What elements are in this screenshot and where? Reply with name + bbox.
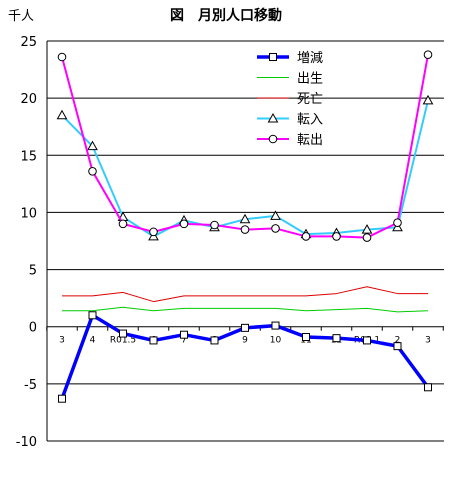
data-point-circle (149, 227, 158, 237)
series-line (62, 306, 429, 313)
x-tick-label: R01.5 (110, 336, 136, 346)
y-tick-label: 15 (20, 149, 37, 164)
series-4 (56, 94, 434, 241)
data-point-circle (179, 219, 189, 229)
data-point-square (180, 330, 188, 339)
data-point-circle (118, 219, 128, 229)
series-2 (62, 306, 429, 313)
data-point-triangle (56, 109, 68, 120)
legend-label: 出生 (297, 72, 323, 87)
data-point-triangle (239, 213, 251, 224)
series-line (61, 54, 429, 239)
legend-label: 転入 (297, 113, 323, 128)
data-point-square (302, 333, 310, 341)
y-tick-label: 0 (29, 321, 37, 336)
data-point-triangle (270, 210, 281, 220)
x-tick-label: 3 (425, 336, 431, 346)
x-tick-label: 9 (242, 336, 248, 346)
legend-label: 増減 (297, 50, 323, 66)
data-point-square (332, 334, 341, 343)
legend-label: 死亡 (297, 92, 323, 107)
data-point-circle (240, 225, 250, 234)
series-3 (62, 286, 428, 303)
legend-marker-triangle (267, 112, 279, 123)
x-tick-label: 3 (59, 336, 65, 346)
legend-marker-circle (268, 134, 278, 144)
y-tick-label: 20 (20, 92, 37, 107)
x-tick-label: 4 (90, 336, 96, 346)
legend-item: 死亡 (257, 92, 323, 107)
legend-item: 転出 (257, 133, 323, 148)
legend-label: 転出 (297, 133, 323, 148)
data-point-circle (393, 218, 402, 228)
data-point-circle (423, 50, 433, 60)
data-point-circle (362, 233, 372, 242)
data-point-square (58, 394, 66, 403)
y-tick-label: -5 (24, 378, 37, 393)
data-point-circle (88, 166, 97, 176)
data-point-square (271, 321, 280, 330)
legend-item: 出生 (257, 72, 323, 87)
data-point-circle (57, 52, 67, 62)
legend-item: 転入 (257, 113, 323, 128)
data-point-circle (271, 224, 280, 233)
data-point-triangle (361, 224, 373, 234)
data-point-circle (332, 232, 341, 241)
y-tick-label: -10 (16, 435, 37, 450)
data-point-square (241, 323, 249, 332)
x-tick-label: 10 (270, 336, 282, 346)
data-point-square (210, 336, 219, 345)
y-tick-label: 10 (20, 206, 37, 221)
y-tick-label: 25 (20, 35, 37, 50)
data-point-triangle (87, 140, 98, 151)
x-tick-label: 2 (395, 336, 401, 346)
x-tick-label: 7 (181, 336, 187, 346)
legend-marker-square (269, 53, 277, 61)
data-point-circle (301, 232, 311, 241)
data-point-square (393, 342, 402, 351)
data-point-square (149, 336, 158, 345)
data-point-square (424, 383, 432, 392)
chart-title: 図 月別人口移動 (170, 7, 282, 24)
data-point-square (88, 311, 97, 320)
data-point-square (119, 329, 127, 338)
series-line (62, 286, 428, 303)
legend-item: 増減 (257, 50, 323, 66)
series-5 (57, 50, 433, 242)
data-point-circle (210, 220, 219, 230)
y-axis-unit-label: 千人 (8, 9, 34, 24)
y-tick-label: 5 (29, 264, 37, 279)
series-1 (58, 311, 432, 403)
data-point-square (363, 336, 371, 345)
data-point-triangle (422, 94, 434, 105)
